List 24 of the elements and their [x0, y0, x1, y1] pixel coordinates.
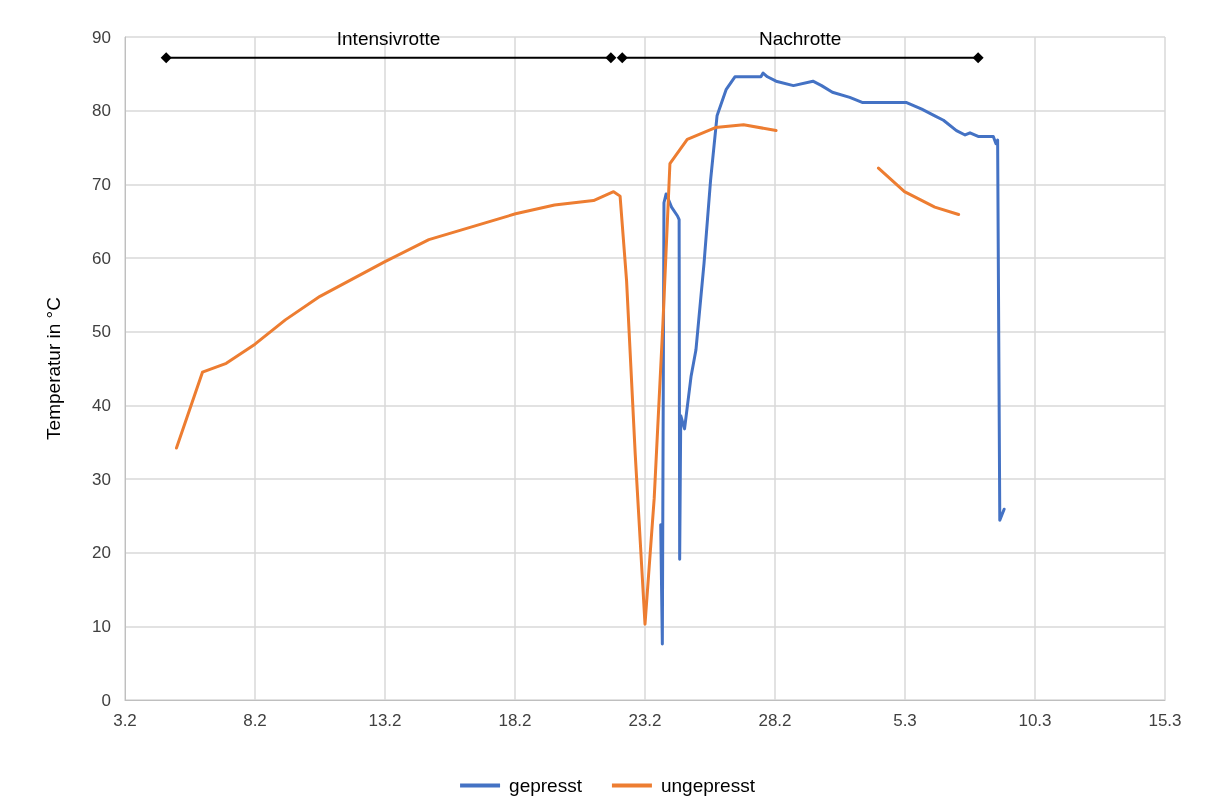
y-tick-label: 40	[92, 395, 111, 415]
x-tick-label: 18.2	[498, 711, 532, 730]
y-tick-label: 90	[92, 27, 111, 47]
y-tick-label: 20	[92, 543, 111, 563]
y-axis-title: Temperatur in °C	[43, 297, 64, 440]
x-tick-label: 15.3	[1148, 711, 1182, 730]
y-tick-label: 70	[92, 174, 111, 194]
y-tick-label: 80	[92, 101, 111, 121]
x-tick-label: 28.2	[758, 711, 792, 730]
series-label: Nachrotte	[759, 27, 842, 49]
y-tick-label: 60	[92, 248, 111, 268]
legend-label: gepresst	[509, 775, 583, 796]
x-tick-label: 5.3	[893, 711, 917, 730]
series-label: Intensivrotte	[336, 27, 441, 49]
y-tick-label: 0	[101, 690, 111, 710]
legend-label: ungepresst	[660, 775, 756, 796]
x-tick-label: 8.2	[243, 711, 267, 730]
y-tick-label: 10	[92, 616, 111, 636]
x-tick-label: 13.2	[368, 711, 402, 730]
x-tick-label: 10.3	[1018, 711, 1052, 730]
x-tick-label: 3.2	[113, 711, 137, 730]
y-tick-label: 50	[92, 322, 111, 342]
x-tick-label: 23.2	[628, 711, 662, 730]
y-tick-label: 30	[92, 469, 111, 489]
